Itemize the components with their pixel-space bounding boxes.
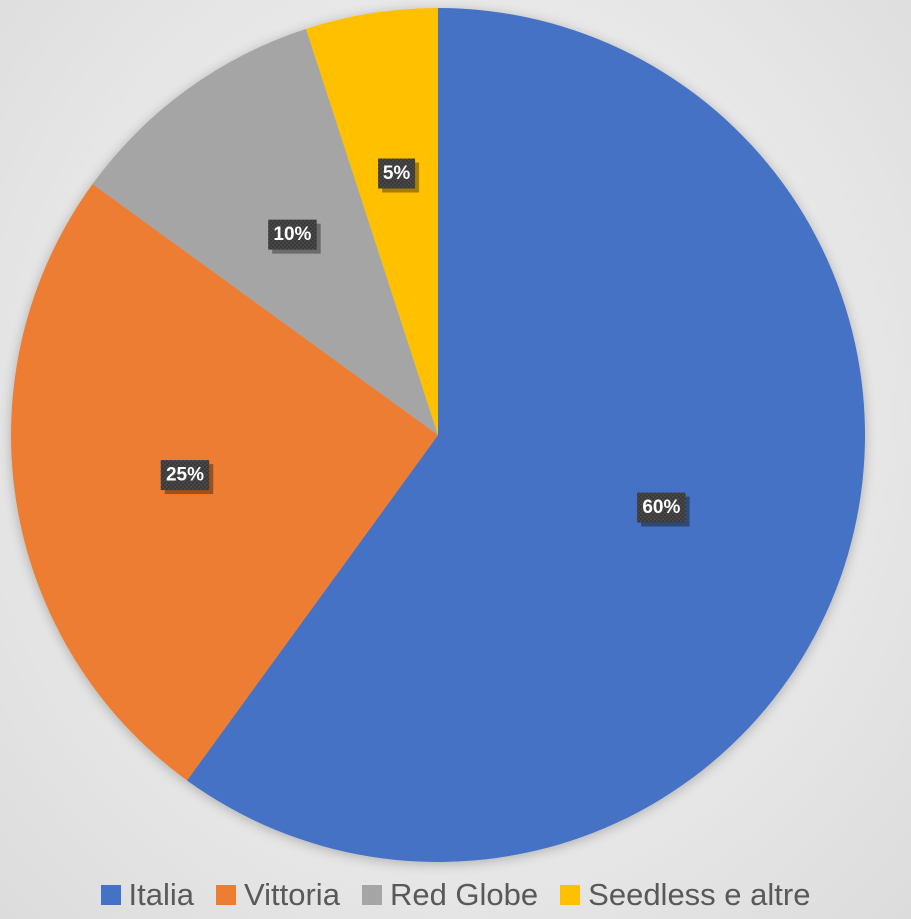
data-label-vittoria: 25% [160,460,214,495]
legend-item-italia: Italia [100,877,195,912]
data-label-italia: 60% [637,492,690,527]
pie-data-labels: 60% 25% 10% 5% [160,158,690,527]
pie-slice-red-globe [92,28,438,436]
data-label-box [378,158,416,189]
data-label-box [637,492,686,523]
legend: Italia Vittoria Red Globe Seedless e altre [0,870,911,919]
data-label-text: 5% [383,163,411,184]
data-label-text: 60% [642,497,680,518]
data-label-red-globe: 10% [268,219,321,254]
data-label-text: 10% [273,224,311,245]
data-label-box [160,460,210,491]
legend-item-seedless-e-altre: Seedless e altre [560,879,810,910]
pie-slice-italia [187,8,866,862]
legend-label: Seedless e altre [588,877,811,912]
data-label-seedless-e-altre: 5% [378,158,420,193]
pie-slice-vittoria [10,184,438,781]
legend-label: Red Globe [389,877,539,912]
legend-swatch [361,884,382,905]
data-label-box [268,219,317,250]
pie-slice-seedless-e-altre [306,8,438,435]
legend-swatch [100,884,121,905]
legend-item-red-globe: Red Globe [361,877,539,912]
legend-swatch [560,884,581,905]
data-label-text: 25% [166,465,204,486]
legend-label: Vittoria [244,877,340,912]
legend-item-vittoria: Vittoria [216,879,340,910]
legend-swatch [216,884,237,905]
pie-slices [10,8,866,862]
legend-label: Italia [128,877,195,912]
